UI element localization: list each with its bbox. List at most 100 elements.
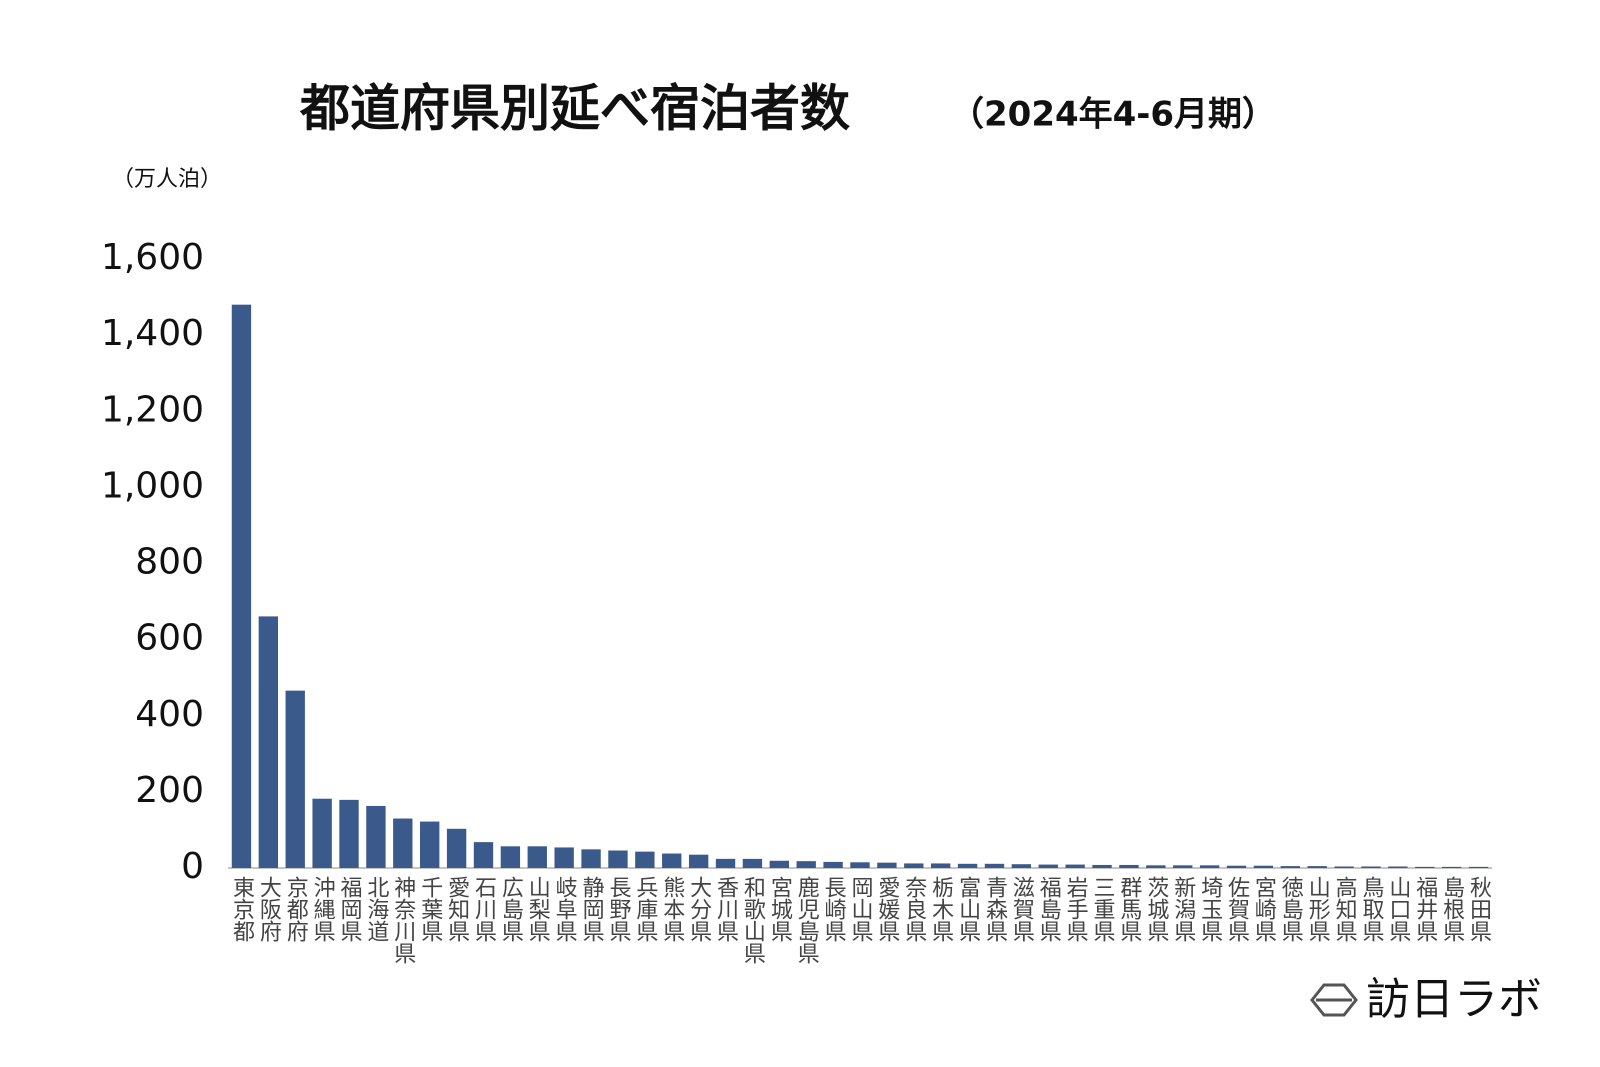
x-tick-label: 岐阜県 (552, 876, 578, 942)
x-tick-label: 鳥取県 (1358, 876, 1384, 942)
x-tick-label: 熊本県 (659, 876, 685, 942)
x-tick-label: 石川県 (471, 876, 497, 942)
x-tick-label: 福岡県 (337, 876, 363, 942)
bar (1441, 866, 1462, 868)
x-tick-label: 広島県 (498, 876, 524, 942)
x-tick-label: 山形県 (1305, 876, 1331, 942)
x-tick-label: 秋田県 (1466, 876, 1492, 942)
bar (1199, 865, 1220, 868)
x-tick-label: 宮城県 (767, 876, 793, 942)
bar (1092, 864, 1112, 868)
y-tick-label: 600 (135, 618, 204, 659)
bar (1415, 866, 1435, 868)
x-tick-label: 岩手県 (1063, 876, 1089, 942)
x-tick-label: 青森県 (982, 876, 1008, 942)
x-tick-label: 静岡県 (579, 876, 605, 942)
chart-subtitle: （2024年4-6月期） (950, 95, 1276, 135)
x-tick-label: 佐賀県 (1224, 876, 1250, 942)
bar (769, 860, 790, 868)
bar (823, 861, 843, 868)
x-tick-label: 福井県 (1412, 876, 1438, 942)
x-tick-label: 滋賀県 (1009, 876, 1035, 942)
y-tick-label: 1,400 (101, 313, 204, 354)
x-tick-label: 栃木県 (928, 876, 954, 942)
y-axis-label: （万人泊） (112, 167, 222, 192)
bar (1388, 866, 1408, 868)
x-tick-label: 愛媛県 (874, 876, 900, 942)
bar (1280, 866, 1300, 868)
bar (258, 616, 279, 868)
chart-title: 都道府県別延べ宿泊者数 (299, 80, 850, 138)
x-tick-label: 徳島県 (1278, 876, 1304, 942)
bar (1468, 866, 1489, 868)
bar (1119, 864, 1139, 868)
bar (339, 799, 359, 868)
bar (285, 690, 305, 868)
bar (1253, 865, 1274, 868)
bar (1146, 865, 1166, 868)
bar (608, 850, 628, 868)
x-tick-label: 長野県 (605, 876, 631, 942)
y-tick-label: 800 (135, 542, 204, 583)
x-tick-label: 新潟県 (1170, 876, 1196, 942)
bar (635, 851, 655, 868)
bar (1065, 864, 1085, 868)
x-tick-label: 愛知県 (444, 876, 470, 942)
y-tick-label: 1,200 (101, 389, 204, 430)
y-tick-label: 400 (135, 694, 204, 735)
x-tick-label: 大分県 (686, 876, 712, 942)
x-tick-label: 鹿児島県 (794, 876, 820, 964)
bar (393, 818, 413, 868)
brand: 訪日ラボ (1366, 974, 1542, 1025)
x-tick-label: 島根県 (1439, 876, 1465, 942)
bar (1361, 866, 1381, 868)
x-tick-label: 山口県 (1385, 876, 1411, 942)
bar (904, 863, 924, 868)
x-tick-label: 香川県 (713, 876, 739, 942)
bar (446, 828, 467, 868)
bar (420, 821, 440, 868)
x-tick-label: 北海道 (363, 876, 389, 942)
x-tick-label: 長崎県 (821, 876, 847, 942)
bar (796, 861, 816, 868)
x-tick-label: 茨城県 (1143, 876, 1169, 942)
bar (662, 853, 682, 868)
x-tick-label: 群馬県 (1116, 876, 1142, 942)
bar (1307, 866, 1327, 868)
bar (1226, 865, 1247, 868)
x-tick-label: 宮崎県 (1251, 876, 1277, 942)
y-tick-label: 1,000 (101, 465, 204, 506)
y-tick-label: 200 (135, 770, 204, 811)
x-tick-label: 山梨県 (525, 876, 551, 942)
brand-logo: 訪日ラボ (1310, 974, 1542, 1025)
x-tick-label: 東京都 (229, 876, 255, 942)
x-tick-label: 和歌山県 (740, 876, 766, 964)
bar (742, 858, 763, 868)
bar (473, 842, 494, 868)
bar (1011, 864, 1032, 868)
bar (1038, 864, 1058, 868)
bar (500, 846, 521, 868)
x-tick-label: 奈良県 (901, 876, 927, 942)
bar (527, 846, 547, 868)
bar (877, 862, 897, 868)
x-tick-label: 京都府 (283, 876, 309, 942)
x-tick-label: 大阪府 (256, 876, 282, 942)
x-tick-label: 高知県 (1332, 876, 1358, 942)
bar (850, 862, 870, 868)
bar (231, 304, 252, 868)
bar (688, 854, 709, 868)
bar (366, 805, 386, 868)
x-tick-label: 富山県 (955, 876, 981, 942)
bar (1173, 865, 1193, 868)
bar (312, 798, 332, 868)
bar (581, 849, 601, 868)
x-tick-label: 岡山県 (848, 876, 874, 942)
x-tick-label: 千葉県 (417, 876, 443, 942)
x-tick-label: 兵庫県 (632, 876, 658, 942)
bar (984, 863, 1005, 868)
bar (1334, 866, 1354, 868)
bar (957, 863, 978, 868)
x-tick-label: 埼玉県 (1197, 876, 1223, 942)
bar (930, 863, 951, 868)
